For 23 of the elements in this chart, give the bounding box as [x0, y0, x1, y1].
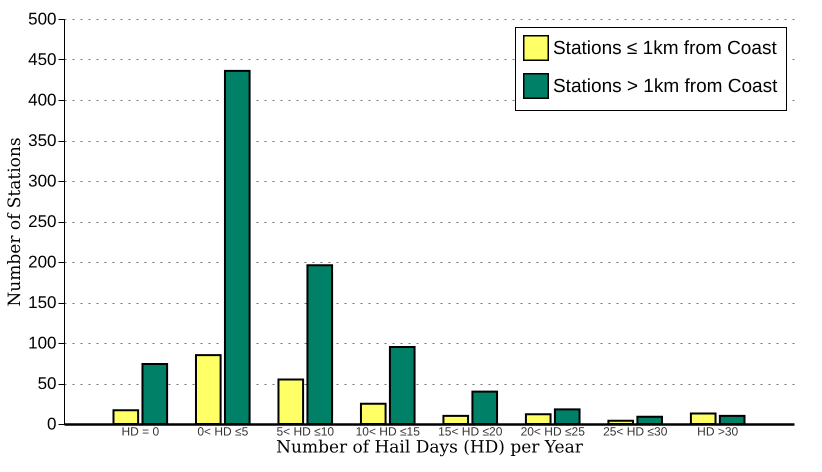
y-tick-label: 250	[28, 212, 56, 231]
y-tick-label: 100	[28, 334, 56, 352]
x-tick-label: 5< HD ≤10	[276, 424, 334, 438]
x-axis-title: Number of Hail Days (HD) per Year	[276, 438, 584, 458]
y-tick-label: 500	[28, 10, 56, 28]
y-tick-label: 350	[28, 131, 56, 150]
x-tick-label: 20< HD ≤25	[520, 424, 586, 438]
y-axis-title: Number of Stations	[5, 137, 26, 307]
y-tick-label: 0	[47, 414, 56, 434]
y-tick-label: 50	[38, 374, 56, 393]
y-tick-label: 300	[28, 172, 56, 190]
x-tick-label: 25< HD ≤30	[603, 424, 668, 438]
y-tick-label: 200	[28, 252, 56, 272]
x-tick-label: HD >30	[697, 424, 739, 438]
x-tick-label: 15< HD ≤20	[438, 424, 503, 438]
x-tick-label: HD = 0	[121, 424, 160, 438]
legend-label: Stations ≤ 1km from Coast	[553, 38, 778, 59]
x-tick-label: 10< HD ≤15	[356, 424, 420, 438]
x-tick-label: 0< HD ≤5	[197, 424, 249, 438]
y-tick-label: 400	[28, 90, 56, 110]
legend-label: Stations > 1km from Coast	[553, 76, 778, 97]
y-tick-label: 150	[28, 293, 56, 312]
y-tick-label: 450	[28, 50, 56, 69]
